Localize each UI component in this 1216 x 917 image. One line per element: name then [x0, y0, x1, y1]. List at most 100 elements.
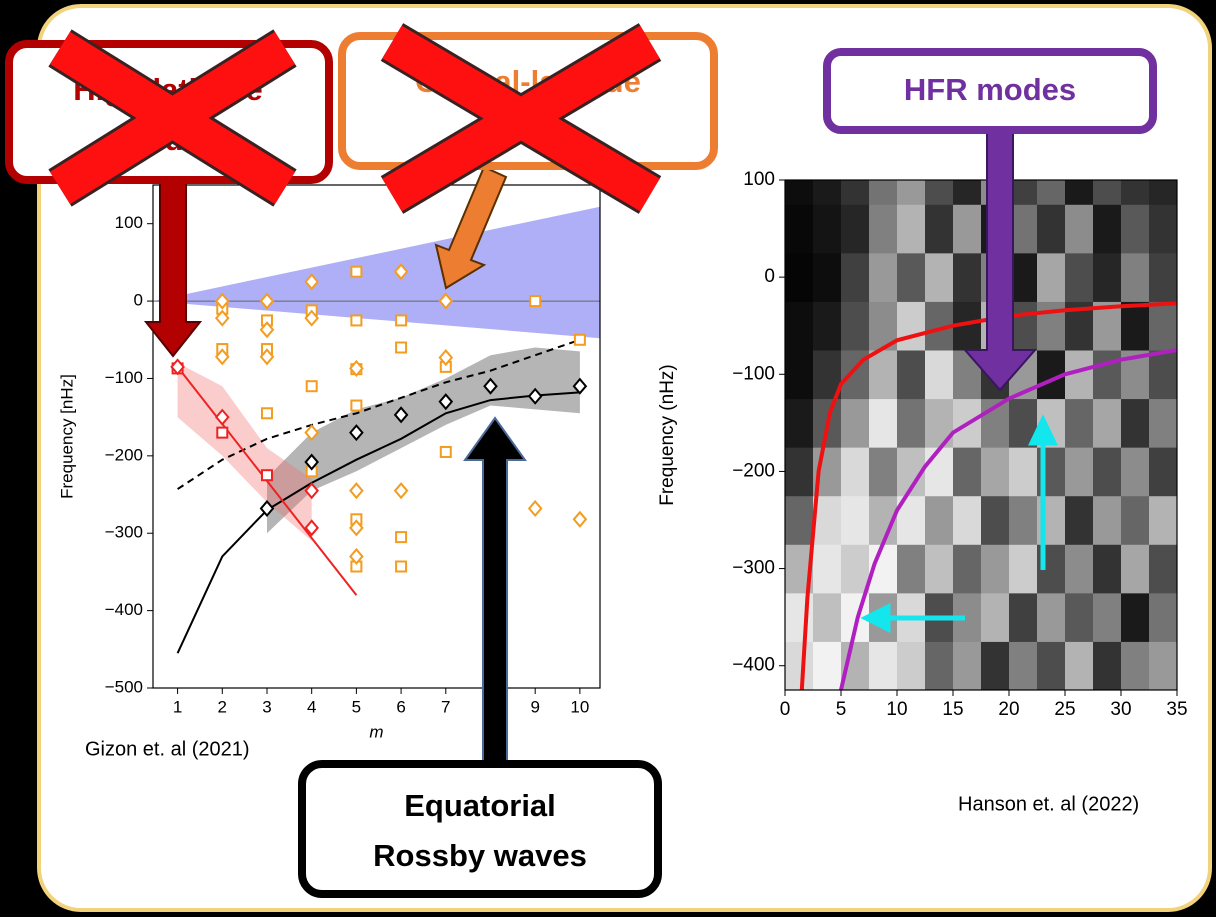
heat-cell	[1149, 399, 1178, 448]
marker	[351, 267, 361, 277]
heat-cell	[897, 544, 926, 593]
heat-cell	[869, 253, 898, 302]
heat-cell	[897, 641, 926, 690]
x-axis-label: m	[369, 722, 383, 741]
heat-cell	[841, 399, 870, 448]
heat-cell	[841, 496, 870, 545]
y-tick-label: 100	[115, 213, 143, 232]
heat-cell	[1121, 447, 1150, 496]
x-tick-label: 3	[262, 697, 271, 716]
heat-cell	[897, 301, 926, 350]
marker	[575, 335, 585, 345]
heat-cell	[925, 350, 954, 399]
heat-cell	[1121, 641, 1150, 690]
heat-cell	[1009, 593, 1038, 642]
heat-cell	[1093, 180, 1122, 205]
heat-cell	[1065, 447, 1094, 496]
marker	[396, 343, 406, 353]
slide: 12345678910−500−400−300−200−1000100mFreq…	[0, 0, 1216, 917]
heat-cell	[897, 253, 926, 302]
heat-cell	[1093, 204, 1122, 253]
heat-cell	[981, 641, 1010, 690]
heat-cell	[1121, 253, 1150, 302]
y-tick-label: −300	[732, 558, 775, 579]
heat-cell	[841, 544, 870, 593]
heat-cell	[1009, 544, 1038, 593]
x-tick-label: 10	[886, 699, 907, 720]
x-tick-label: 35	[1166, 699, 1187, 720]
heat-cell	[1121, 301, 1150, 350]
heat-cell	[813, 204, 842, 253]
x-tick-label: 6	[396, 697, 405, 716]
heat-cell	[1065, 496, 1094, 545]
heat-cell	[1065, 399, 1094, 448]
marker	[396, 532, 406, 542]
heat-cell	[785, 180, 814, 205]
heat-cell	[1093, 399, 1122, 448]
y-tick-label: −100	[105, 368, 143, 387]
heat-cell	[841, 180, 870, 205]
heat-cell	[1149, 544, 1178, 593]
heat-cell	[953, 641, 982, 690]
marker	[441, 447, 451, 457]
heat-cell	[869, 204, 898, 253]
heat-cell	[1149, 496, 1178, 545]
heat-cell	[785, 399, 814, 448]
heat-cell	[813, 544, 842, 593]
heat-cell	[785, 641, 814, 690]
plot-area	[785, 180, 1178, 691]
y-tick-label: −300	[105, 523, 143, 542]
y-tick-label: −200	[105, 445, 143, 464]
x-tick-label: 15	[942, 699, 963, 720]
y-tick-label: 0	[764, 266, 775, 287]
heat-cell	[953, 544, 982, 593]
heat-cell	[1121, 180, 1150, 205]
heat-cell	[1009, 447, 1038, 496]
heat-cell	[953, 204, 982, 253]
heat-cell	[953, 447, 982, 496]
heat-cell	[1121, 204, 1150, 253]
x-tick-label: 4	[307, 697, 316, 716]
heat-cell	[813, 253, 842, 302]
heat-cell	[1121, 399, 1150, 448]
marker	[396, 562, 406, 572]
heat-cell	[1149, 180, 1178, 205]
heat-cell	[1093, 496, 1122, 545]
heat-cell	[1149, 447, 1178, 496]
heat-cell	[1065, 593, 1094, 642]
heat-cell	[813, 180, 842, 205]
heat-cell	[785, 447, 814, 496]
heat-cell	[1065, 180, 1094, 205]
heat-cell	[1093, 447, 1122, 496]
x-tick-label: 9	[530, 697, 539, 716]
heat-cell	[925, 447, 954, 496]
heat-cell	[953, 180, 982, 205]
x-tick-label: 25	[1054, 699, 1075, 720]
heat-cell	[1065, 204, 1094, 253]
heat-cell	[1037, 641, 1066, 690]
y-tick-label: −400	[105, 600, 143, 619]
heat-cell	[785, 350, 814, 399]
heat-cell	[869, 447, 898, 496]
heat-cell	[953, 496, 982, 545]
heat-cell	[1149, 204, 1178, 253]
heat-cell	[981, 593, 1010, 642]
heat-cell	[897, 399, 926, 448]
heat-cell	[813, 641, 842, 690]
y-tick-label: 0	[134, 291, 143, 310]
heat-cell	[1037, 253, 1066, 302]
heat-cell	[869, 180, 898, 205]
heat-cell	[841, 301, 870, 350]
x-tick-label: 7	[441, 697, 450, 716]
heat-cell	[897, 204, 926, 253]
heat-cell	[813, 593, 842, 642]
heat-cell	[897, 350, 926, 399]
y-tick-label: −500	[105, 677, 143, 696]
marker	[217, 428, 227, 438]
y-tick-label: −400	[732, 655, 775, 676]
heat-cell	[1009, 496, 1038, 545]
heat-cell	[925, 496, 954, 545]
heat-cell	[841, 253, 870, 302]
x-tick-label: 5	[352, 697, 361, 716]
y-tick-label: 100	[743, 169, 775, 190]
